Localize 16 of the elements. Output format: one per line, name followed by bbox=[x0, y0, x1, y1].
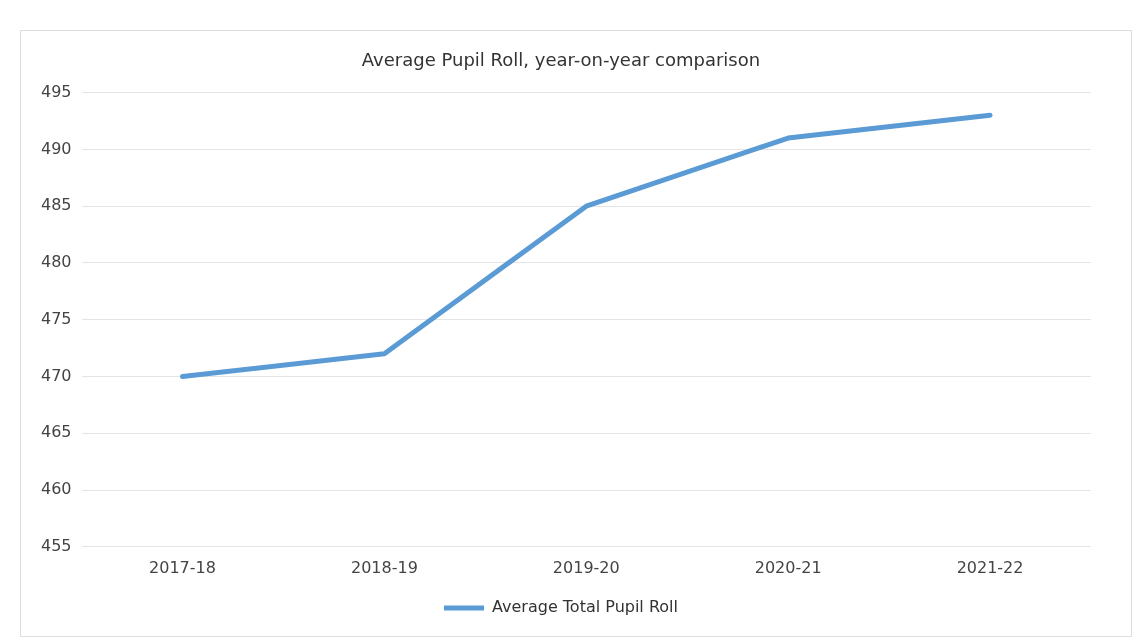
y-tick-label: 470 bbox=[40, 365, 72, 385]
x-tick-label: 2020-21 bbox=[754, 557, 822, 577]
x-tick-label: 2019-20 bbox=[552, 557, 620, 577]
y-tick-label: 465 bbox=[40, 422, 72, 442]
x-tick-label: 2018-19 bbox=[350, 557, 418, 577]
y-tick-label: 455 bbox=[40, 535, 72, 555]
x-tick-label: 2021-22 bbox=[956, 557, 1024, 577]
y-tick-label: 460 bbox=[40, 479, 72, 499]
y-tick-label: 490 bbox=[40, 138, 72, 158]
y-tick-label: 480 bbox=[40, 252, 72, 272]
chart-title: Average Pupil Roll, year-on-year comparison bbox=[361, 49, 761, 71]
legend-label: Average Total Pupil Roll bbox=[492, 597, 678, 617]
x-tick-label: 2017-18 bbox=[149, 557, 216, 577]
y-tick-label: 495 bbox=[40, 81, 72, 101]
y-tick-label: 485 bbox=[40, 195, 72, 215]
y-tick-label: 475 bbox=[40, 308, 72, 328]
